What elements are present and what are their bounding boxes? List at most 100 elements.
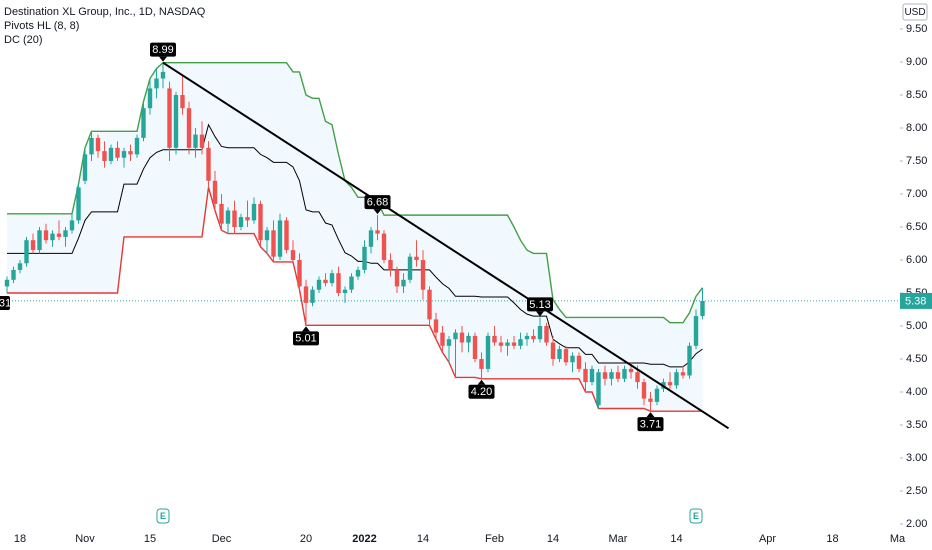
- candle-body: [368, 230, 374, 247]
- candle-body: [667, 382, 673, 386]
- candle-body: [349, 276, 354, 290]
- x-tick-label: Mar: [609, 533, 628, 545]
- pivot-label: 8.99: [152, 44, 173, 56]
- candle-body: [381, 233, 387, 260]
- candle-body: [329, 273, 335, 284]
- candle-body: [11, 269, 16, 280]
- candle-body: [290, 250, 296, 260]
- candle-body: [641, 382, 647, 399]
- candle-body: [206, 147, 211, 181]
- x-tick-label: 18: [14, 533, 26, 545]
- candle-body: [394, 269, 400, 287]
- candle-body: [355, 269, 361, 277]
- candle-body: [615, 372, 621, 379]
- x-tick-label: Apr: [759, 533, 776, 545]
- candle-body: [102, 151, 107, 161]
- y-tick-label: 3.00: [906, 452, 927, 464]
- candle-body: [134, 137, 140, 155]
- pivot-box: [637, 417, 664, 432]
- candle-body: [401, 279, 406, 287]
- candle-body: [128, 151, 133, 155]
- y-tick-label: 8.50: [906, 89, 927, 101]
- time-axis-panel: [0, 527, 900, 550]
- y-tick-label: 6.50: [906, 221, 927, 233]
- x-tick-label: 18: [826, 533, 838, 545]
- candle-body: [537, 326, 543, 340]
- candle-body: [225, 210, 231, 224]
- candle-body: [63, 230, 68, 237]
- candle-body: [596, 372, 601, 406]
- y-tick-label: 4.50: [906, 353, 927, 365]
- candle-body: [466, 335, 471, 343]
- candle-body: [50, 233, 55, 241]
- candle-body: [82, 154, 88, 181]
- pivot-label: 3.71: [640, 419, 661, 431]
- candle-body: [160, 71, 166, 79]
- x-tick-label: Nov: [75, 533, 95, 545]
- candle-body: [700, 300, 705, 317]
- candle-body: [69, 220, 75, 231]
- candle-body: [479, 359, 484, 369]
- candle-body: [674, 372, 679, 386]
- candle-body: [76, 187, 81, 221]
- y-tick-label: 4.00: [906, 386, 927, 398]
- x-tick-label: 14: [417, 533, 429, 545]
- x-tick-label: Dec: [212, 533, 232, 545]
- candle-body: [511, 342, 517, 346]
- candle-body: [251, 203, 257, 221]
- candle-body: [277, 220, 283, 257]
- candle-body: [323, 279, 328, 284]
- candle-body: [264, 230, 270, 241]
- currency-label[interactable]: USD: [904, 7, 925, 18]
- y-tick-label: 3.50: [906, 419, 927, 431]
- candle-body: [654, 388, 660, 402]
- last-price-box: [900, 292, 932, 309]
- candle-body: [505, 342, 510, 346]
- pivot-pointer: [477, 379, 486, 385]
- y-tick-label: 6.00: [906, 254, 927, 266]
- x-tick-label: 2022: [352, 533, 376, 545]
- pivot-box: [468, 384, 495, 399]
- x-tick-label: 20: [300, 533, 312, 545]
- earnings-marker: [689, 508, 703, 524]
- candle-body: [602, 372, 608, 379]
- indicator-label: Pivots HL (8, 8): [4, 20, 79, 32]
- candle-body: [147, 88, 153, 109]
- x-tick-label: 15: [144, 533, 156, 545]
- candle-body: [173, 95, 179, 148]
- candle-body: [440, 332, 445, 346]
- channel-lower: [7, 187, 703, 412]
- pivot-label: 6.68: [367, 197, 388, 209]
- pivot-label: 4.20: [471, 386, 492, 398]
- candle-body: [446, 339, 452, 346]
- candle-body: [550, 342, 556, 359]
- currency-box[interactable]: [902, 3, 928, 21]
- candle-body: [43, 230, 49, 241]
- pivot-box: [150, 42, 176, 57]
- candle-body: [498, 342, 504, 346]
- channel-upper: [7, 61, 704, 324]
- candle-body: [414, 256, 419, 260]
- candle-body: [238, 217, 244, 227]
- candle-body: [167, 88, 172, 148]
- candle-body: [544, 326, 549, 343]
- indicator-label: DC (20): [4, 34, 43, 46]
- pivot-pointer: [302, 326, 310, 332]
- candle-body: [518, 339, 523, 346]
- y-tick-label: 9.00: [906, 56, 927, 68]
- candle-body: [433, 319, 439, 333]
- candle-body: [37, 230, 42, 251]
- y-tick-label: 2.00: [906, 518, 927, 530]
- pivot-label: 5.13: [529, 299, 550, 311]
- annotation-label: 31: [0, 297, 11, 309]
- candle-body: [297, 260, 302, 287]
- channel-middle: [7, 123, 703, 368]
- candle-body: [635, 372, 640, 383]
- candle-body: [570, 355, 575, 363]
- y-tick-label: 2.50: [906, 485, 927, 497]
- candle-body: [199, 134, 205, 148]
- candle-body: [193, 134, 198, 148]
- candle-body: [485, 335, 491, 369]
